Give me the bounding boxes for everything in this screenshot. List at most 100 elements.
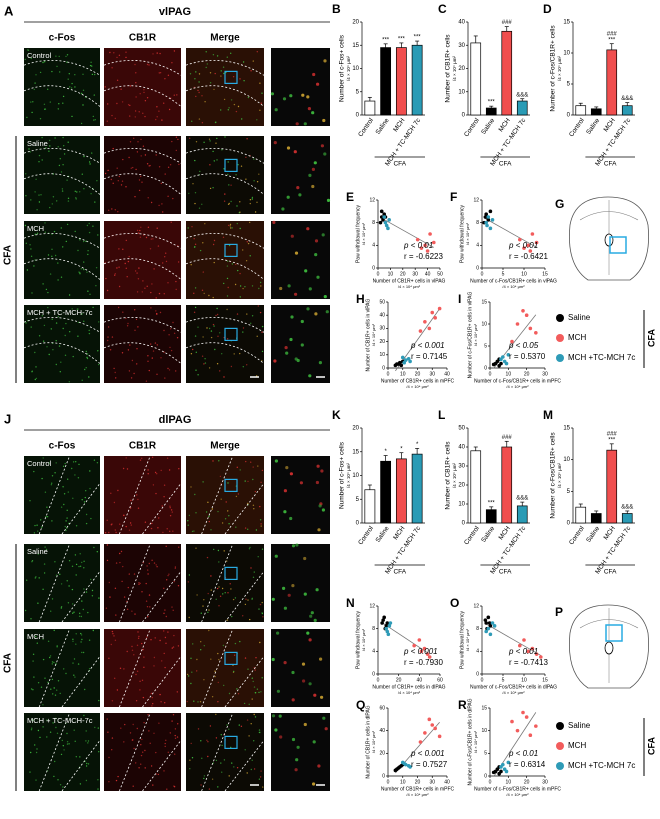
micrograph — [104, 456, 181, 534]
cell-dot — [81, 651, 83, 654]
cell-dot — [206, 739, 208, 741]
cell-dot — [256, 688, 259, 690]
cell-dot — [320, 469, 324, 473]
data-point — [484, 629, 489, 634]
cell-dot — [295, 758, 299, 762]
cell-dot — [212, 460, 214, 462]
zoom-box — [224, 478, 238, 492]
cell-dot — [247, 242, 250, 245]
boundary — [38, 543, 70, 623]
cell-dot — [252, 60, 254, 62]
legend-group: CFA — [646, 328, 656, 347]
x-axis-unit: /4 × 10⁴ μm² — [506, 384, 529, 389]
zoom-box — [224, 327, 238, 341]
cell-dot — [82, 651, 85, 654]
cell-dot — [216, 55, 219, 57]
cell-dot — [51, 482, 53, 484]
cell-dot — [140, 226, 142, 228]
cell-dot — [167, 751, 169, 753]
cell-dot — [249, 546, 251, 549]
cell-dot — [25, 195, 27, 197]
cell-dot — [62, 95, 65, 98]
cell-dot — [304, 269, 308, 273]
data-point — [408, 359, 412, 364]
cell-dot — [135, 82, 137, 84]
cell-dot — [62, 327, 64, 330]
r-value: r = -0.7930 — [404, 658, 443, 667]
micrograph — [24, 544, 100, 622]
cell-dot — [51, 661, 54, 663]
cell-dot — [177, 261, 180, 263]
bar — [380, 47, 392, 116]
cell-dot — [261, 350, 264, 353]
cell-dot — [241, 118, 243, 120]
data-point — [433, 726, 438, 731]
data-point — [488, 226, 493, 231]
cell-dot — [114, 677, 116, 679]
cell-dot — [77, 663, 80, 665]
cell-dot — [220, 498, 222, 500]
cell-dot — [207, 755, 209, 758]
cell-dot — [227, 482, 229, 484]
cell-dot — [58, 55, 60, 58]
cell-dot — [142, 145, 145, 147]
cell-dot — [258, 173, 260, 175]
cell-dot — [107, 326, 110, 328]
cell-dot — [85, 740, 87, 742]
boundary — [103, 342, 182, 364]
group-label: CFA — [499, 161, 512, 168]
cell-dot — [168, 108, 171, 111]
cell-dot — [261, 325, 264, 328]
cell-dot — [43, 563, 46, 565]
cell-dot — [131, 645, 133, 648]
cell-dot — [246, 313, 248, 315]
cell-dot — [111, 208, 113, 210]
cell-dot — [125, 525, 127, 528]
cell-dot — [216, 159, 218, 161]
cell-dot — [88, 668, 91, 670]
cell-dot — [171, 720, 173, 722]
cell-dot — [59, 573, 61, 575]
cell-dot — [146, 565, 148, 567]
cell-dot — [230, 746, 232, 749]
cell-dot — [68, 560, 71, 562]
zoom-box — [224, 651, 238, 666]
cell-dot — [107, 731, 109, 733]
cell-dot — [52, 349, 54, 351]
cell-dot — [209, 187, 212, 190]
cell-dot — [129, 85, 132, 87]
y-tick-label: 0 — [382, 773, 385, 779]
cell-dot — [193, 700, 195, 702]
cell-dot — [218, 605, 220, 607]
cell-dot — [42, 283, 44, 285]
cell-dot — [89, 163, 91, 165]
cell-dot — [36, 232, 39, 234]
y-tick-label: 40 — [379, 313, 385, 319]
cell-dot — [61, 190, 64, 192]
cell-dot — [57, 262, 59, 264]
cell-dot — [79, 191, 81, 193]
cell-dot — [209, 140, 211, 142]
cell-dot — [194, 192, 197, 194]
cell-dot — [118, 285, 121, 288]
cell-dot — [141, 738, 143, 741]
cell-dot — [31, 292, 33, 294]
cell-dot — [65, 55, 67, 58]
cell-dot — [128, 573, 130, 575]
cell-dot — [217, 652, 219, 655]
cell-dot — [88, 376, 90, 378]
cell-dot — [323, 59, 327, 63]
cell-dot — [171, 62, 173, 64]
cell-dot — [203, 292, 205, 295]
cell-dot — [210, 330, 213, 332]
cell-dot — [66, 527, 68, 529]
cell-dot — [42, 704, 44, 706]
micrograph — [186, 629, 264, 707]
cell-dot — [253, 713, 255, 716]
cell-dot — [110, 178, 113, 181]
cell-dot — [32, 101, 34, 103]
cell-dot — [31, 560, 34, 562]
cell-dot — [81, 92, 83, 95]
cell-dot — [215, 314, 217, 317]
